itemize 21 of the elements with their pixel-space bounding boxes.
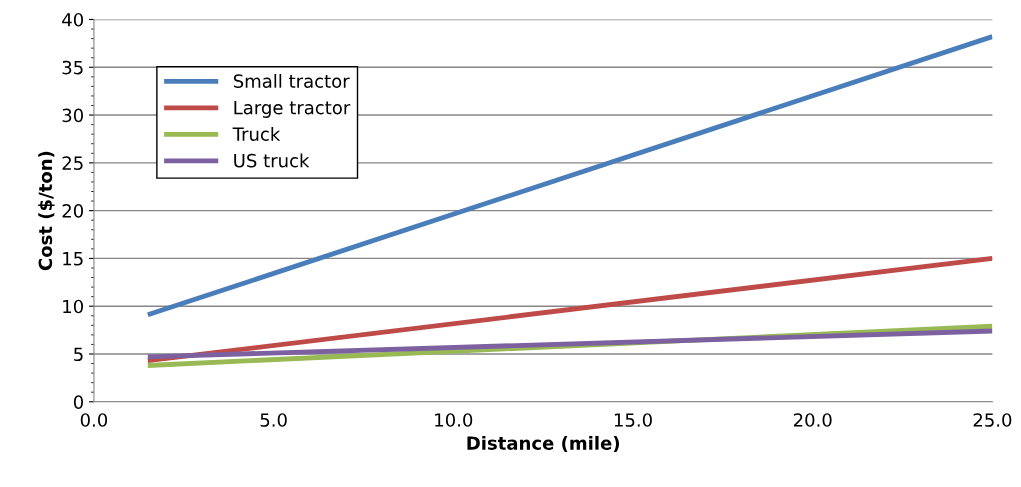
x-tick-label: 20.0 — [793, 413, 832, 427]
y-tick-label: 25 — [62, 156, 83, 170]
y-tick-label: 0 — [73, 395, 84, 409]
x-tick-label: 15.0 — [614, 413, 652, 427]
y-tick-label: 10 — [63, 299, 84, 314]
legend-label: Small tractor — [233, 73, 350, 88]
x-axis-title: Distance (mile) — [467, 435, 619, 453]
y-tick-label: 5 — [74, 347, 83, 362]
y-tick-label: 35 — [62, 60, 83, 75]
legend-label: Large tractor — [234, 101, 351, 118]
x-tick-label: 5.0 — [260, 413, 287, 427]
y-tick-label: 20 — [62, 204, 84, 218]
x-tick-label: 25.0 — [973, 413, 1012, 427]
y-axis-title: Cost ($/ton) — [38, 151, 55, 271]
y-tick-label: 30 — [62, 108, 84, 123]
y-tick-label: 40 — [62, 12, 84, 27]
legend-label: US truck — [234, 153, 310, 168]
y-tick-label: 15 — [63, 252, 83, 266]
legend-label: Truck — [232, 126, 281, 141]
x-tick-label: 10.0 — [435, 413, 473, 427]
x-tick-label: 0.0 — [80, 413, 108, 427]
